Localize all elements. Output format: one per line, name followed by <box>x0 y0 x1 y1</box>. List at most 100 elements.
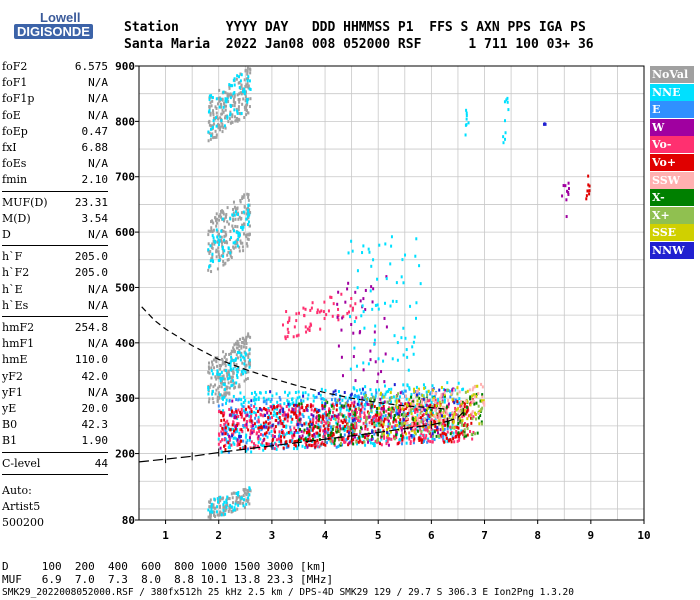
echo-point <box>264 413 267 417</box>
echo-point <box>307 422 310 426</box>
echo-point <box>399 405 402 409</box>
echo-point <box>421 394 424 398</box>
echo-point <box>242 424 245 428</box>
echo-point <box>325 410 328 414</box>
echo-point <box>326 413 329 417</box>
echo-point <box>220 430 223 434</box>
echo-point <box>259 412 262 416</box>
echo-point <box>405 432 408 436</box>
echo-point <box>293 426 296 430</box>
echo-point <box>476 431 479 435</box>
echo-point <box>274 425 277 429</box>
echo-point <box>330 441 333 445</box>
echo-point <box>384 242 387 246</box>
echo-point <box>252 429 255 433</box>
echo-point <box>402 414 405 418</box>
echo-point <box>330 295 333 299</box>
echo-point <box>221 122 224 126</box>
echo-point <box>220 215 223 219</box>
echo-point <box>248 87 251 91</box>
echo-point <box>358 388 361 392</box>
echo-point <box>351 306 354 310</box>
echo-point <box>232 358 235 362</box>
echo-point <box>466 400 469 404</box>
echo-point <box>248 365 251 369</box>
echo-point <box>441 400 444 404</box>
echo-point <box>310 426 313 430</box>
echo-point <box>247 195 250 199</box>
echo-point <box>237 212 240 216</box>
echo-point <box>441 411 444 415</box>
echo-point <box>405 417 408 421</box>
echo-point <box>392 410 395 414</box>
echo-point <box>216 240 219 244</box>
echo-point <box>288 316 291 320</box>
param-value: 42.0 <box>81 369 109 383</box>
echo-point <box>298 435 301 439</box>
echo-point <box>305 438 308 442</box>
echo-point <box>227 120 230 124</box>
echo-point <box>245 109 248 113</box>
echo-point <box>271 439 274 443</box>
echo-point <box>242 401 245 405</box>
param-value: 23.31 <box>74 195 108 209</box>
echo-point <box>232 436 235 440</box>
echo-point <box>225 500 228 504</box>
echo-point <box>249 489 252 493</box>
echo-point <box>276 444 279 448</box>
echo-point <box>350 401 353 405</box>
echo-point <box>427 389 430 393</box>
echo-point <box>224 429 227 433</box>
echo-point <box>208 367 211 371</box>
echo-point <box>442 421 445 425</box>
echo-point <box>238 383 241 387</box>
echo-point <box>326 419 329 423</box>
echo-point <box>235 373 238 377</box>
echo-point <box>373 444 376 448</box>
echo-point <box>318 433 321 437</box>
echo-point <box>381 402 384 406</box>
echo-point <box>364 397 367 401</box>
echo-point <box>425 411 428 415</box>
echo-point <box>431 391 434 395</box>
echo-point <box>242 372 245 376</box>
echo-point <box>384 414 387 418</box>
echo-point <box>475 417 478 421</box>
echo-point <box>295 430 298 434</box>
echo-point <box>442 433 445 437</box>
echo-point <box>455 435 458 439</box>
echo-point <box>352 442 355 446</box>
echo-point <box>235 363 238 367</box>
param-value: 42.3 <box>81 418 109 432</box>
param-label: hmE <box>2 353 28 367</box>
echo-point <box>217 386 220 390</box>
echo-point <box>353 433 356 437</box>
echo-point <box>222 248 225 252</box>
echo-point <box>438 396 441 400</box>
echo-point <box>227 222 230 226</box>
echo-point <box>208 131 211 135</box>
echo-point <box>412 400 415 404</box>
echo-point <box>332 433 335 437</box>
echo-point <box>452 415 455 419</box>
echo-point <box>317 441 320 445</box>
echo-point <box>230 367 233 371</box>
echo-point <box>305 443 308 447</box>
echo-point <box>215 97 218 101</box>
echo-point <box>309 420 312 424</box>
echo-point <box>364 420 367 424</box>
echo-point <box>317 426 320 430</box>
echo-point <box>346 311 349 315</box>
echo-point <box>355 394 358 398</box>
echo-point <box>229 435 232 439</box>
echo-point <box>415 316 418 320</box>
echo-point <box>482 401 485 405</box>
echo-point <box>352 423 355 427</box>
echo-point <box>222 414 225 418</box>
echo-point <box>218 126 221 130</box>
echo-point <box>330 418 333 422</box>
echo-point <box>341 427 344 431</box>
echo-point <box>248 493 251 497</box>
echo-point <box>256 444 259 448</box>
echo-point <box>412 424 415 428</box>
